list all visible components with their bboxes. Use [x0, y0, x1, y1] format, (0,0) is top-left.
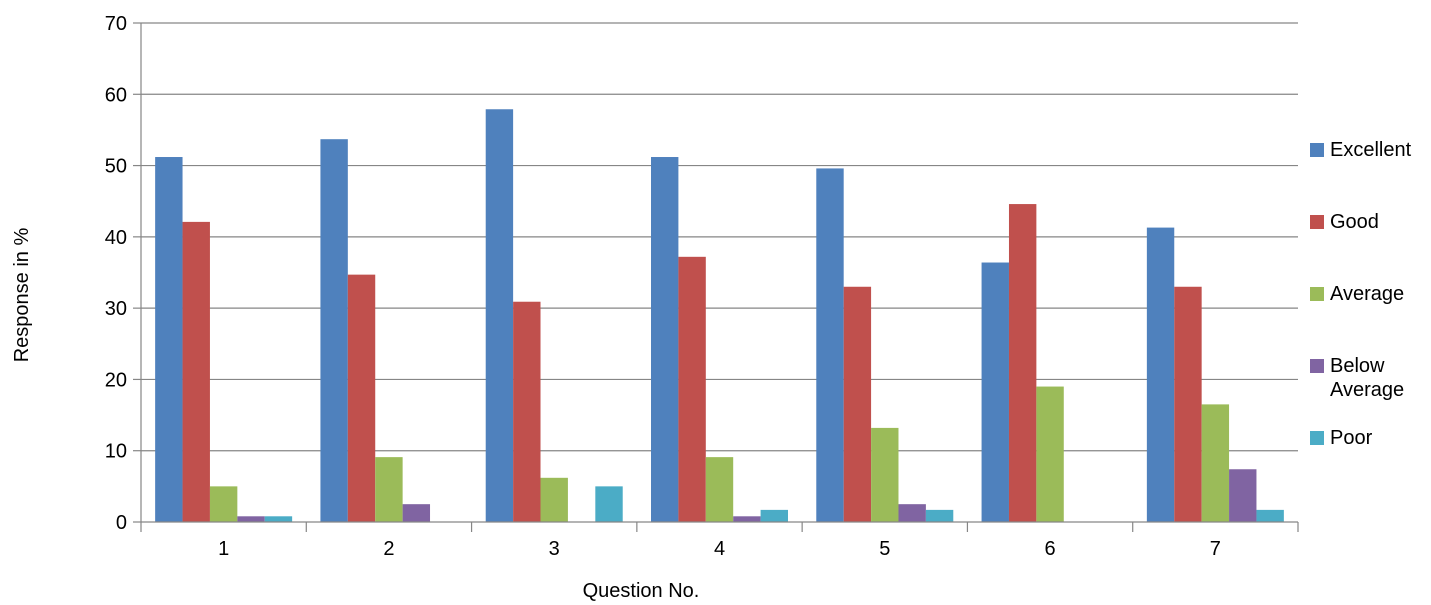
legend-label: Below Average: [1330, 355, 1405, 401]
y-tick-label: 30: [105, 298, 127, 320]
bar: [1174, 286, 1202, 522]
legend-swatch: [1310, 287, 1324, 301]
y-tick-label: 20: [105, 369, 127, 391]
bar: [237, 516, 265, 522]
y-tick-label: 50: [105, 156, 127, 178]
legend-swatch: [1310, 143, 1324, 157]
bar: [402, 504, 431, 522]
bar: [1229, 469, 1257, 522]
y-tick-label: 60: [105, 84, 127, 106]
bar: [733, 516, 761, 522]
bar: [485, 109, 514, 523]
legend-item: Good: [1310, 210, 1430, 234]
legend-label: Good: [1330, 211, 1379, 233]
legend-swatch: [1310, 431, 1324, 445]
bar: [678, 256, 706, 522]
y-tick-label: 70: [105, 13, 127, 35]
bar: [898, 504, 926, 522]
bar: [513, 301, 541, 522]
y-tick-label: 0: [116, 512, 127, 534]
x-tick-label: 4: [714, 538, 725, 560]
y-tick-label: 10: [105, 441, 127, 463]
bar: [871, 427, 899, 522]
bar: [155, 157, 183, 522]
bar: [981, 262, 1009, 522]
tick-labels: 0 10 20 30 40 50 60 70 1 2 3 4 5 6 7: [105, 13, 1221, 560]
legend-label: Excellent: [1330, 139, 1412, 161]
bar: [651, 157, 679, 522]
bar: [925, 509, 954, 522]
legend-label: Average: [1330, 283, 1405, 305]
bar: [347, 274, 376, 522]
x-tick-label: 1: [218, 538, 229, 560]
bar: [1036, 386, 1064, 522]
bar: [540, 477, 568, 522]
legend-swatch: [1310, 359, 1324, 373]
legend-item: Below Average: [1310, 354, 1430, 402]
x-tick-label: 6: [1045, 538, 1056, 560]
bar: [209, 486, 238, 522]
legend-label: Poor: [1330, 427, 1373, 449]
legend-swatch: [1310, 215, 1324, 229]
x-axis-label: Question No.: [583, 580, 700, 602]
bar: [760, 509, 788, 522]
bar: [595, 486, 623, 522]
x-tick-label: 3: [549, 538, 560, 560]
bar: [1146, 227, 1175, 522]
legend-item: Excellent: [1310, 138, 1430, 162]
y-tick-label: 40: [105, 227, 127, 249]
x-tick-label: 7: [1210, 538, 1221, 560]
bar: [320, 139, 348, 522]
bar: [182, 221, 210, 522]
bar: [1008, 204, 1037, 522]
x-tick-label: 5: [879, 538, 890, 560]
legend-item: Average: [1310, 282, 1430, 306]
bars: [155, 109, 1284, 523]
bar: [264, 516, 293, 522]
x-tick-label: 2: [383, 538, 394, 560]
bar: [375, 457, 403, 522]
y-axis-label: Response in %: [11, 228, 33, 363]
gridlines: [141, 22, 1298, 452]
legend-item: Poor: [1310, 426, 1430, 450]
bar: [1201, 404, 1230, 522]
bar: [705, 457, 734, 522]
bar: [1256, 509, 1284, 522]
bar: [816, 168, 844, 522]
axes: [133, 22, 1299, 532]
bar: [843, 286, 872, 522]
